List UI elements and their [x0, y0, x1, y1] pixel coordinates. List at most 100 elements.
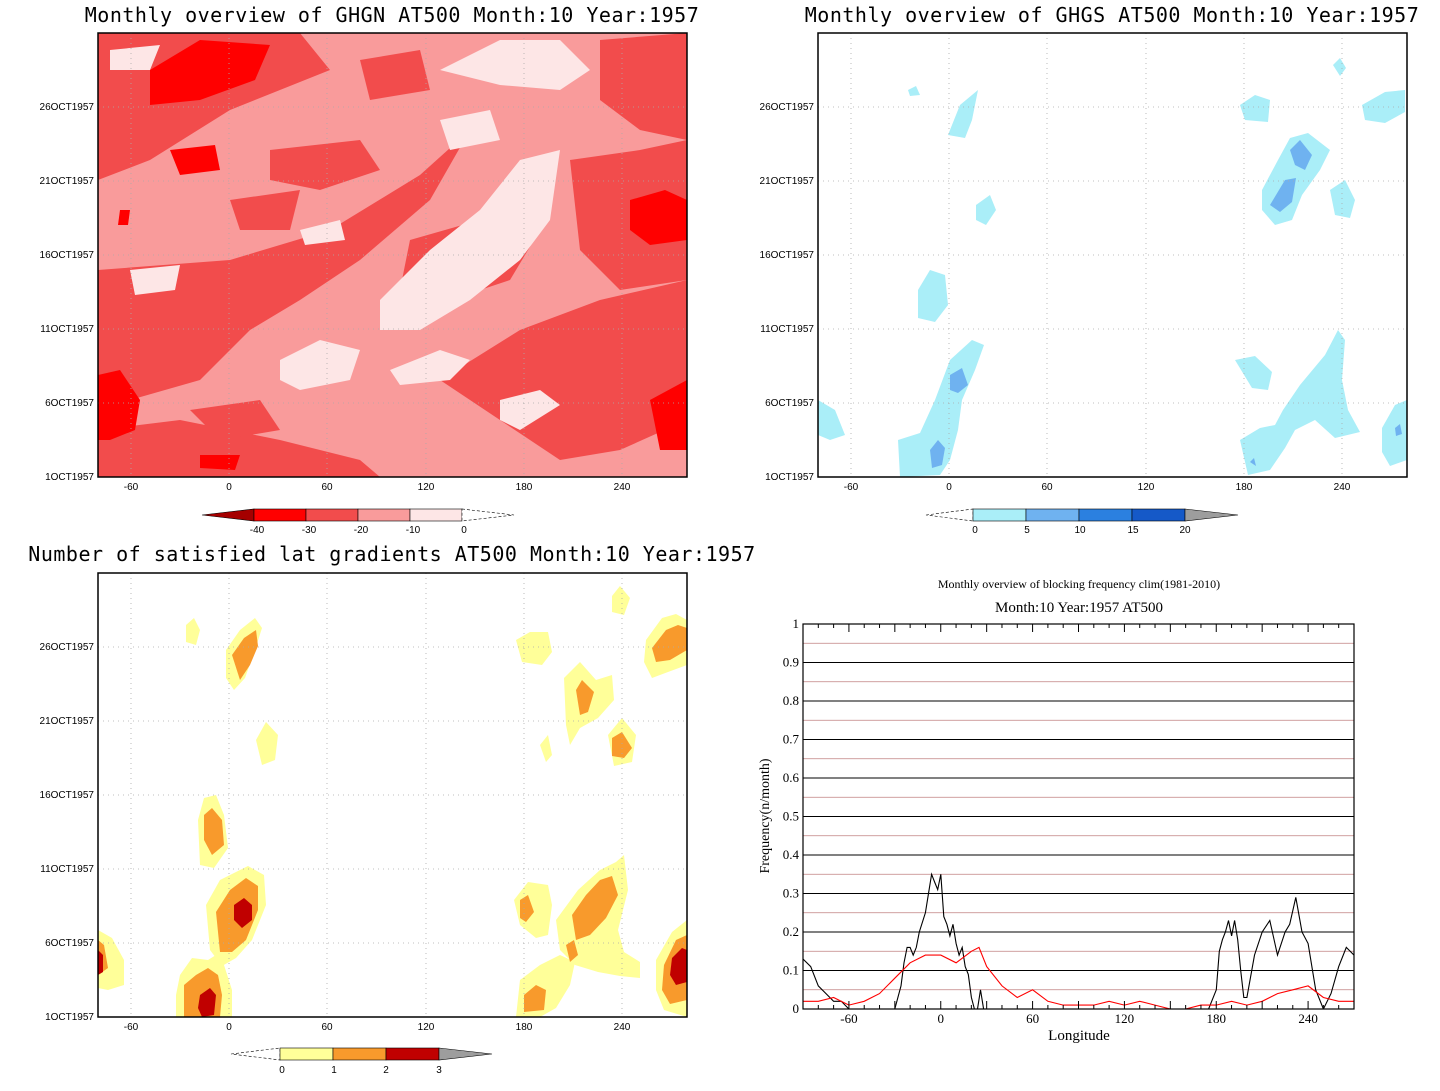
x-tick-label: 120 [1138, 482, 1155, 493]
x-tick-label: 180 [516, 1022, 533, 1033]
ghgn-colorbar: -40 -30 -20 -10 0 [201, 508, 515, 536]
y-tick-label: 11OCT1957 [40, 864, 94, 875]
colorbar-label: 2 [383, 1065, 389, 1076]
colorbar-swatch [972, 508, 1027, 522]
panel-ghgs-title: Monthly overview of GHGS AT500 Month:10 … [805, 3, 1420, 27]
colorbar-swatch [461, 508, 515, 522]
colorbar-label: 3 [436, 1065, 442, 1076]
x-tick-label: 240 [1298, 1011, 1318, 1026]
colorbar-swatch [385, 1047, 440, 1061]
x-tick-label: 60 [1041, 482, 1053, 493]
x-tick-label: -60 [844, 482, 859, 493]
x-tick-label: 60 [321, 482, 333, 493]
ghgn-x-ticks: -60 0 60 120 180 240 [124, 482, 631, 493]
colorbar-label: 0 [279, 1065, 285, 1076]
chart-subtitle: Month:10 Year:1957 AT500 [995, 600, 1163, 616]
y-tick-label: 0.1 [783, 963, 799, 978]
colorbar-swatch [201, 508, 255, 522]
y-tick-label: 26OCT1957 [40, 102, 95, 113]
chart-y-ticks: 0 0.1 0.2 0.3 0.4 0.5 0.6 0.7 0.8 0.9 1 [783, 616, 800, 1016]
y-tick-label: 21OCT1957 [40, 176, 95, 187]
y-tick-label: 0.3 [783, 886, 799, 901]
colorbar-label: 0 [461, 525, 467, 536]
x-tick-label: 0 [938, 1011, 945, 1026]
y-tick-label: 16OCT1957 [760, 250, 815, 261]
ghgs-grid [818, 33, 1407, 477]
panel-lat-gradients: Number of satisfied lat gradients AT500 … [28, 542, 755, 1076]
x-tick-label: 120 [418, 1022, 435, 1033]
chart-title: Monthly overview of blocking frequency c… [938, 577, 1220, 591]
y-tick-label: 6OCT1957 [765, 398, 814, 409]
panel-ghgs: Monthly overview of GHGS AT500 Month:10 … [760, 3, 1420, 536]
lat-gradients-colorbar: 0 1 2 3 [230, 1047, 493, 1076]
x-tick-label: 120 [418, 482, 435, 493]
x-tick-label: 120 [1115, 1011, 1135, 1026]
y-tick-label: 0.6 [783, 770, 800, 785]
y-tick-label: 6OCT1957 [45, 938, 94, 949]
y-tick-label: 16OCT1957 [40, 250, 95, 261]
x-tick-label: 0 [226, 1022, 232, 1033]
x-tick-label: 0 [946, 482, 952, 493]
x-tick-label: 60 [321, 1022, 333, 1033]
y-tick-label: 1 [793, 616, 800, 631]
x-tick-label: 0 [226, 482, 232, 493]
colorbar-swatch [305, 508, 359, 522]
x-tick-label: 60 [1026, 1011, 1039, 1026]
colorbar-swatch [409, 508, 463, 522]
panel-lat-gradients-title: Number of satisfied lat gradients AT500 … [28, 542, 755, 566]
x-tick-label: 180 [1207, 1011, 1227, 1026]
lat-gradients-plot-frame [97, 572, 688, 1018]
y-tick-label: 1OCT1957 [45, 472, 94, 483]
y-tick-label: 11OCT1957 [760, 324, 814, 335]
y-tick-label: 6OCT1957 [45, 398, 94, 409]
chart-series-group [803, 872, 1354, 1009]
ghgn-grid [98, 33, 687, 477]
x-tick-label: -60 [124, 482, 139, 493]
colorbar-label: 0 [972, 525, 978, 536]
y-tick-label: 0.8 [783, 693, 799, 708]
colorbar-label: -10 [406, 525, 421, 536]
y-tick-label: 26OCT1957 [760, 102, 815, 113]
ghgn-plot-frame [97, 32, 688, 478]
colorbar-swatch [1025, 508, 1080, 522]
y-tick-label: 11OCT1957 [40, 324, 94, 335]
x-tick-label: 240 [614, 1022, 631, 1033]
chart-ticks [802, 624, 1355, 1009]
x-tick-label: 180 [1236, 482, 1253, 493]
y-tick-label: 0.5 [783, 809, 799, 824]
y-tick-label: 16OCT1957 [40, 790, 95, 801]
chart-xlabel: Longitude [1048, 1028, 1110, 1044]
colorbar-swatch [1131, 508, 1186, 522]
colorbar-label: -30 [302, 525, 317, 536]
lat-gradients-grid [98, 573, 687, 1017]
panel-ghgn: Monthly overview of GHGN AT500 Month:10 … [40, 3, 700, 536]
y-tick-label: 21OCT1957 [40, 716, 95, 727]
y-tick-label: 26OCT1957 [40, 642, 95, 653]
colorbar-label: 1 [331, 1065, 337, 1076]
colorbar-label: -20 [354, 525, 369, 536]
colorbar-swatch [1184, 508, 1239, 522]
x-tick-label: 240 [614, 482, 631, 493]
colorbar-swatch [1078, 508, 1133, 522]
colorbar-swatch [438, 1047, 493, 1061]
chart-x-ticks: -60 0 60 120 180 240 [840, 1011, 1318, 1026]
colorbar-label: -40 [250, 525, 265, 536]
y-tick-label: 0.9 [783, 655, 799, 670]
ghgn-y-ticks: 26OCT1957 21OCT1957 16OCT1957 11OCT1957 … [40, 102, 95, 483]
lat-gradients-x-ticks: -60 0 60 120 180 240 [124, 1022, 631, 1033]
panel-blocking-frequency: Monthly overview of blocking frequency c… [758, 577, 1355, 1044]
ghgs-x-ticks: -60 0 60 120 180 240 [844, 482, 1351, 493]
x-tick-label: -60 [840, 1011, 857, 1026]
ghgs-plot-frame [817, 32, 1408, 478]
colorbar-swatch [253, 508, 307, 522]
x-tick-label: 240 [1334, 482, 1351, 493]
colorbar-label: 5 [1024, 525, 1030, 536]
y-tick-label: 0 [793, 1001, 800, 1016]
ghgs-colorbar: 0 5 10 15 20 [925, 508, 1239, 536]
chart-ylabel: Frequency(n/month) [758, 758, 773, 873]
colorbar-swatch [332, 1047, 387, 1061]
panel-ghgn-title: Monthly overview of GHGN AT500 Month:10 … [85, 3, 700, 27]
series-line-red [803, 946, 1354, 1009]
y-tick-label: 21OCT1957 [760, 176, 815, 187]
